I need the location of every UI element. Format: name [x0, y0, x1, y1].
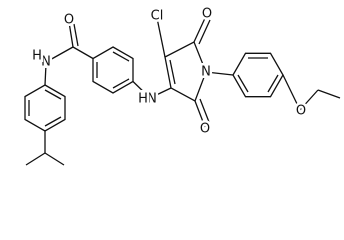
atom-label: N [201, 65, 211, 80]
atom-labels: O N H Cl O N H N O O [30, 4, 309, 139]
double-bond [237, 74, 249, 93]
bond [317, 89, 341, 99]
double-bond [112, 51, 130, 62]
bond [193, 15, 207, 43]
double-bond [199, 98, 210, 123]
double-bond [73, 23, 79, 47]
bond [194, 100, 206, 128]
double-bond [169, 59, 176, 85]
bonds [24, 15, 341, 166]
ring [92, 46, 134, 94]
double-bond [267, 74, 279, 93]
bond [44, 63, 47, 86]
bond [44, 152, 65, 166]
atom-label: O [200, 122, 210, 137]
atom-label: O [296, 104, 306, 119]
bond [156, 17, 166, 58]
molecule-diagram: O N H Cl O N H N O O [24, 4, 341, 166]
double-bond [112, 78, 130, 89]
atom-label: N [41, 55, 51, 70]
ring [232, 52, 284, 98]
ring [24, 84, 66, 132]
atom-label: H [32, 49, 42, 64]
bond [47, 46, 74, 62]
double-bond [44, 89, 62, 100]
double-bond [198, 19, 211, 45]
bond [149, 87, 172, 99]
double-bond [44, 116, 62, 127]
bond [205, 71, 234, 76]
atom-label: O [64, 13, 74, 28]
ring [164, 41, 207, 102]
bond [282, 74, 301, 111]
atom-label: O [202, 7, 212, 22]
bond [25, 152, 46, 166]
bond [72, 46, 94, 60]
atom-label: H [138, 92, 148, 107]
atom-label: N [147, 92, 157, 107]
bond [299, 89, 319, 111]
atom-label: Cl [151, 9, 164, 24]
bond [68, 21, 74, 48]
bond [132, 81, 151, 99]
